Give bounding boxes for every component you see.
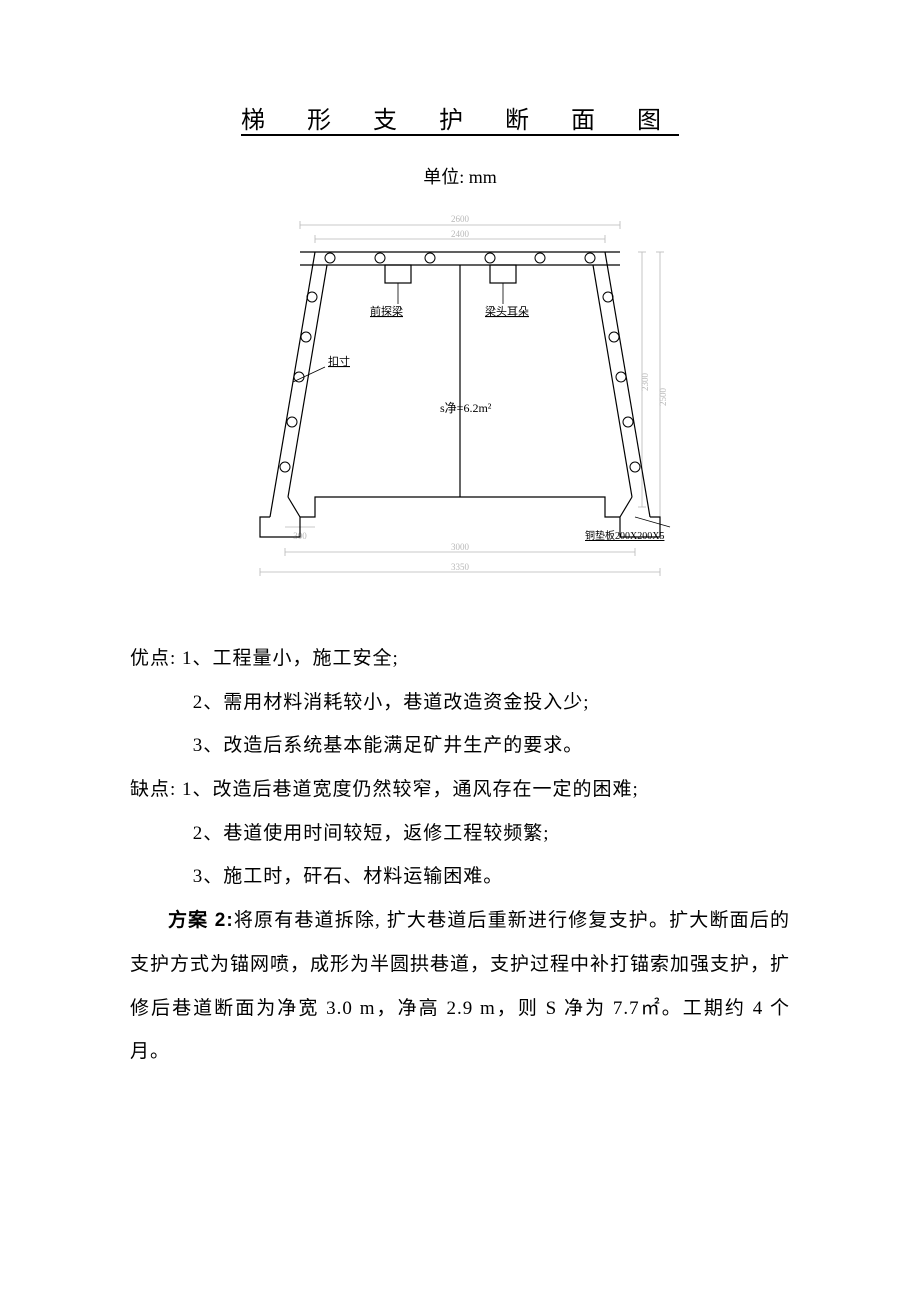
dim-bottom-outer: 3350 bbox=[451, 562, 470, 572]
dim-top-inner: 2400 bbox=[451, 229, 470, 239]
disadvantage-1: 1、改造后巷道宽度仍然较窄，通风存在一定的困难; bbox=[182, 779, 639, 800]
advantages-label: 优点: bbox=[130, 648, 176, 669]
disadvantages-label: 缺点: bbox=[130, 779, 176, 800]
disadvantage-2: 2、巷道使用时间较短，返修工程较频繁; bbox=[130, 812, 790, 856]
label-qiantan: 前探梁 bbox=[370, 304, 403, 318]
disadvantage-3: 3、施工时，矸石、材料运输困难。 bbox=[130, 855, 790, 899]
diagram-title: 梯 形 支 护 断 面 图 bbox=[130, 100, 790, 135]
advantage-1: 1、工程量小，施工安全; bbox=[182, 648, 399, 669]
advantage-2: 2、需用材料消耗较小，巷道改造资金投入少; bbox=[130, 681, 790, 725]
dim-right: 2300 bbox=[640, 373, 650, 392]
dim-right-outer: 2500 bbox=[658, 388, 668, 407]
area-label: s净=6.2m² bbox=[440, 401, 492, 415]
advantages-line-1: 优点: 1、工程量小，施工安全; bbox=[130, 637, 790, 681]
plan2-text: 将原有巷道拆除, 扩大巷道后重新进行修复支护。扩大断面后的支护方式为锚网喷，成形… bbox=[130, 910, 790, 1062]
body-text: 优点: 1、工程量小，施工安全; 2、需用材料消耗较小，巷道改造资金投入少; 3… bbox=[130, 637, 790, 1074]
plan2-paragraph: 方案 2:将原有巷道拆除, 扩大巷道后重新进行修复支护。扩大断面后的支护方式为锚… bbox=[130, 899, 790, 1074]
unit-label: 单位: mm bbox=[130, 163, 790, 189]
advantage-3: 3、改造后系统基本能满足矿井生产的要求。 bbox=[130, 724, 790, 768]
label-erduo: 梁头耳朵 bbox=[485, 304, 529, 318]
dim-bottom-inner: 3000 bbox=[451, 542, 470, 552]
label-kou: 扣寸 bbox=[328, 354, 350, 368]
trapezoid-diagram: 2600 2400 2300 2500 3000 3350 300 bbox=[230, 207, 690, 587]
diagram-container: 2600 2400 2300 2500 3000 3350 300 bbox=[130, 207, 790, 587]
disadvantages-line-1: 缺点: 1、改造后巷道宽度仍然较窄，通风存在一定的困难; bbox=[130, 768, 790, 812]
plan2-label: 方案 2: bbox=[168, 910, 234, 931]
plate-label: 铜垫板200X200X5 bbox=[585, 529, 664, 542]
dim-top-outer: 2600 bbox=[451, 214, 470, 224]
